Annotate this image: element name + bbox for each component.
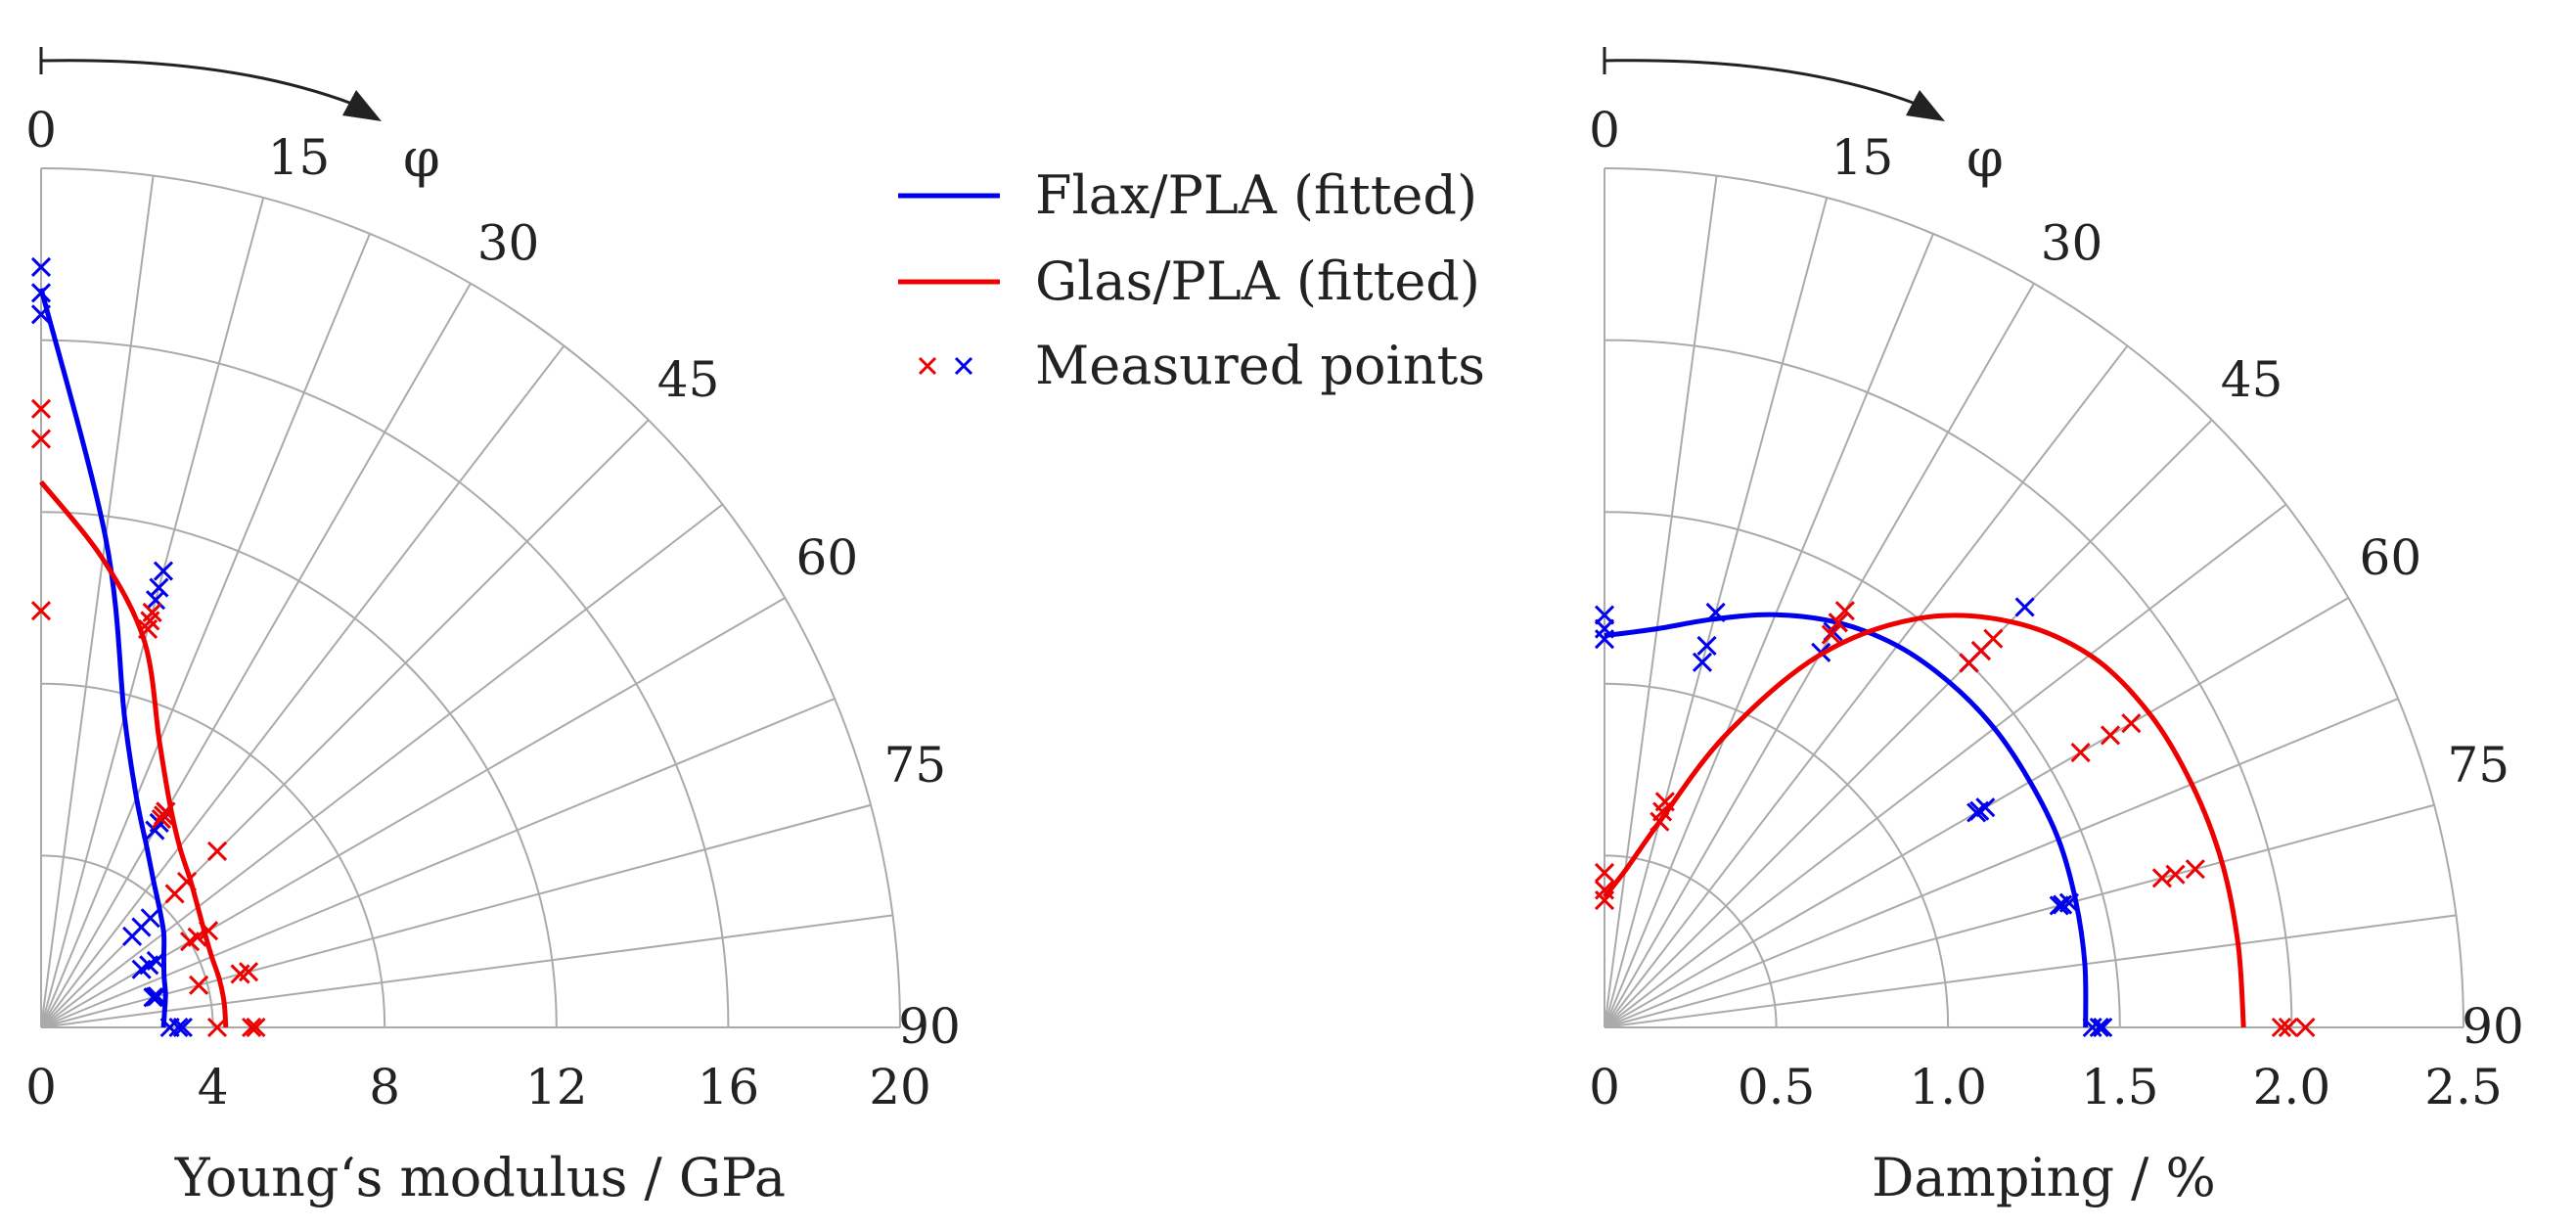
modulus-radial-tick-4: 4 [198, 1059, 229, 1115]
modulus-flax-point-5 [147, 591, 164, 609]
damping-spoke-45 [1604, 420, 2212, 1027]
damping-spoke-75 [1604, 805, 2434, 1027]
damping-glas-point-12 [2072, 744, 2090, 761]
damping-glas-point-16 [2166, 866, 2184, 884]
damping-radial-tick-2.5: 2.5 [2424, 1059, 2503, 1115]
modulus-radial-tick-0: 0 [25, 1059, 57, 1115]
legend-measured-marker-red [920, 358, 935, 374]
modulus-phi-arrowhead [342, 90, 382, 121]
damping-glas-point-15 [2153, 869, 2171, 887]
modulus-spoke-82.5 [41, 915, 892, 1027]
modulus-radial-tick-16: 16 [698, 1059, 760, 1115]
modulus-axis-label: Young‘s modulus / GPa [174, 1147, 786, 1208]
damping-angle-tick-30: 30 [2041, 215, 2103, 272]
legend-flax-label: Flax/PLA (fitted) [1035, 164, 1477, 226]
modulus-flax-point-11 [123, 928, 141, 945]
modulus-radial-tick-20: 20 [869, 1059, 931, 1115]
damping-glas-point-13 [2101, 726, 2119, 744]
damping-polar-plot: 0 0.5 1.0 1.5 2.0 2.5 0 15 30 45 60 75 90 φ Damping / … [1589, 47, 2524, 1208]
modulus-spoke-22.5 [41, 234, 370, 1027]
damping-phi-indicator: φ [1604, 47, 2004, 189]
legend: Flax/PLA (fitted) Glas/PLA (fitted) Meas… [898, 164, 1485, 396]
damping-angle-tick-90: 90 [2462, 998, 2524, 1055]
modulus-phi-arc [41, 61, 352, 104]
damping-flax-point-3 [1698, 637, 1716, 655]
modulus-angle-tick-30: 30 [477, 215, 540, 272]
damping-axis-label: Damping / % [1872, 1147, 2216, 1208]
damping-radial-tick-labels: 0 0.5 1.0 1.5 2.0 2.5 [1589, 1059, 2503, 1115]
legend-marker-blue-cross [956, 358, 972, 374]
legend-marker-red-cross [920, 358, 935, 374]
modulus-angle-tick-labels: 0 15 30 45 60 75 90 [25, 102, 961, 1055]
modulus-angle-tick-0: 0 [25, 102, 57, 159]
modulus-angle-tick-45: 45 [657, 351, 720, 408]
modulus-radial-tick-labels: 0 4 8 12 16 20 [25, 1059, 931, 1115]
damping-spoke-67.5 [1604, 699, 2398, 1027]
damping-angle-tick-15: 15 [1831, 129, 1894, 186]
damping-glas-point-17 [2187, 860, 2204, 878]
modulus-spoke-30 [41, 284, 471, 1027]
modulus-flax-point-3 [155, 563, 172, 580]
modulus-angle-tick-75: 75 [884, 737, 947, 794]
damping-radial-tick-2.0: 2.0 [2253, 1059, 2331, 1115]
modulus-glas-point-10 [166, 885, 184, 902]
damping-phi-arc [1604, 61, 1916, 104]
legend-measured-marker-blue [956, 358, 972, 374]
damping-spoke-82.5 [1604, 915, 2456, 1027]
modulus-phi-indicator: φ [41, 47, 440, 189]
modulus-radial-tick-12: 12 [525, 1059, 588, 1115]
modulus-angle-tick-15: 15 [268, 129, 331, 186]
damping-glas-point-11 [1961, 654, 1978, 671]
modulus-phi-symbol: φ [403, 127, 440, 189]
modulus-glas-point-11 [208, 842, 226, 860]
modulus-polar-plot: 0 4 8 12 16 20 0 15 30 45 60 75 90 φ Young‘s modulus /… [25, 47, 961, 1208]
modulus-glas-point-15 [190, 977, 207, 994]
damping-radial-tick-1.5: 1.5 [2081, 1059, 2159, 1115]
figure-svg: 0 4 8 12 16 20 0 15 30 45 60 75 90 φ Young‘s modulus /… [0, 0, 2576, 1223]
figure: 0 4 8 12 16 20 0 15 30 45 60 75 90 φ Young‘s modulus /… [0, 0, 2576, 1223]
legend-glas-label: Glas/PLA (fitted) [1035, 250, 1480, 312]
damping-flax-point-9 [2016, 598, 2034, 615]
damping-angular-grid [1604, 168, 2463, 1027]
damping-phi-symbol: φ [1966, 127, 2004, 189]
damping-angle-tick-45: 45 [2221, 351, 2283, 408]
damping-phi-arrowhead [1906, 90, 1945, 121]
damping-glas-fitted-curve [1604, 615, 2243, 1027]
modulus-radial-tick-8: 8 [369, 1059, 400, 1115]
modulus-glas-point-14 [181, 932, 199, 950]
damping-glas-point-14 [2122, 714, 2140, 732]
modulus-angle-tick-90: 90 [898, 998, 961, 1055]
damping-angle-tick-0: 0 [1589, 102, 1620, 159]
damping-flax-point-4 [1694, 654, 1711, 671]
damping-radial-tick-0: 0 [1589, 1059, 1620, 1115]
damping-radial-tick-1.0: 1.0 [1909, 1059, 1987, 1115]
modulus-glas-measured-points [32, 400, 265, 1036]
modulus-flax-point-4 [150, 579, 167, 597]
modulus-angle-tick-60: 60 [796, 529, 859, 586]
modulus-spoke-7.5 [41, 176, 154, 1027]
legend-measured-label: Measured points [1035, 335, 1485, 396]
damping-angle-tick-60: 60 [2360, 529, 2422, 586]
damping-radial-tick-0.5: 0.5 [1738, 1059, 1816, 1115]
damping-angle-tick-75: 75 [2448, 737, 2510, 794]
damping-flax-fitted-curve [1604, 614, 2086, 1027]
damping-spoke-7.5 [1604, 176, 1717, 1027]
